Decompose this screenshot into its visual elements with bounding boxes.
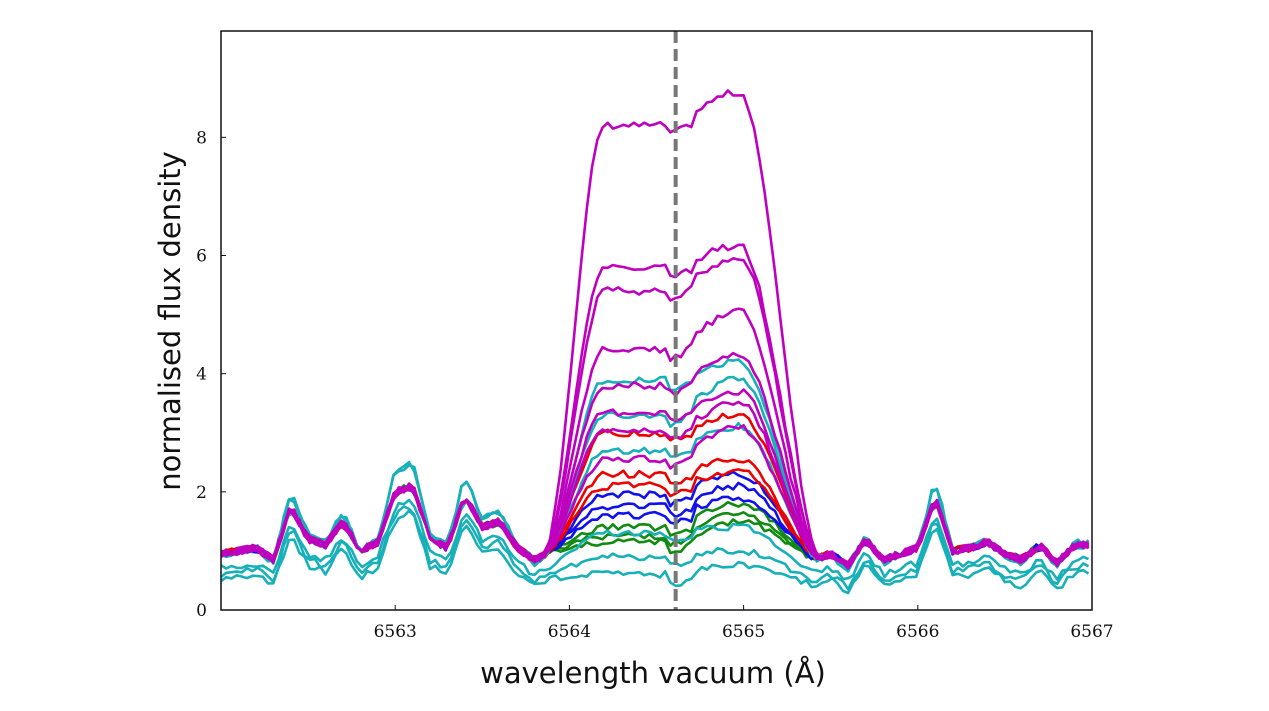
x-axis-title: wavelength vacuum (Å) xyxy=(480,656,826,690)
y-axis-title: normalised flux density xyxy=(153,151,187,491)
x-tick-label: 6564 xyxy=(548,622,591,642)
y-tick-label: 2 xyxy=(196,483,207,503)
series-line-magenta-3 xyxy=(221,256,1090,568)
series-line-magenta-2 xyxy=(221,243,1090,568)
series-line-magenta-8 xyxy=(221,423,1089,570)
plot-frame xyxy=(220,30,1093,611)
x-tick-label: 6566 xyxy=(896,622,939,642)
y-axis: 0 2 4 6 8 xyxy=(196,128,226,621)
series-layer xyxy=(221,89,1090,595)
series-line-magenta-1 xyxy=(221,89,1090,570)
series-line-cyan-low-3 xyxy=(221,509,1090,595)
x-axis: 6563 6564 6565 6566 6567 xyxy=(374,605,1114,642)
x-tick-label: 6563 xyxy=(374,622,417,642)
series-line-magenta-4 xyxy=(221,307,1089,566)
y-tick-label: 4 xyxy=(196,365,207,385)
y-tick-label: 0 xyxy=(196,601,207,621)
y-tick-label: 8 xyxy=(196,128,207,148)
x-tick-label: 6567 xyxy=(1070,622,1113,642)
x-tick-label: 6565 xyxy=(722,622,765,642)
series-line-cyan-low-1 xyxy=(221,498,1090,581)
y-tick-label: 6 xyxy=(196,247,207,267)
